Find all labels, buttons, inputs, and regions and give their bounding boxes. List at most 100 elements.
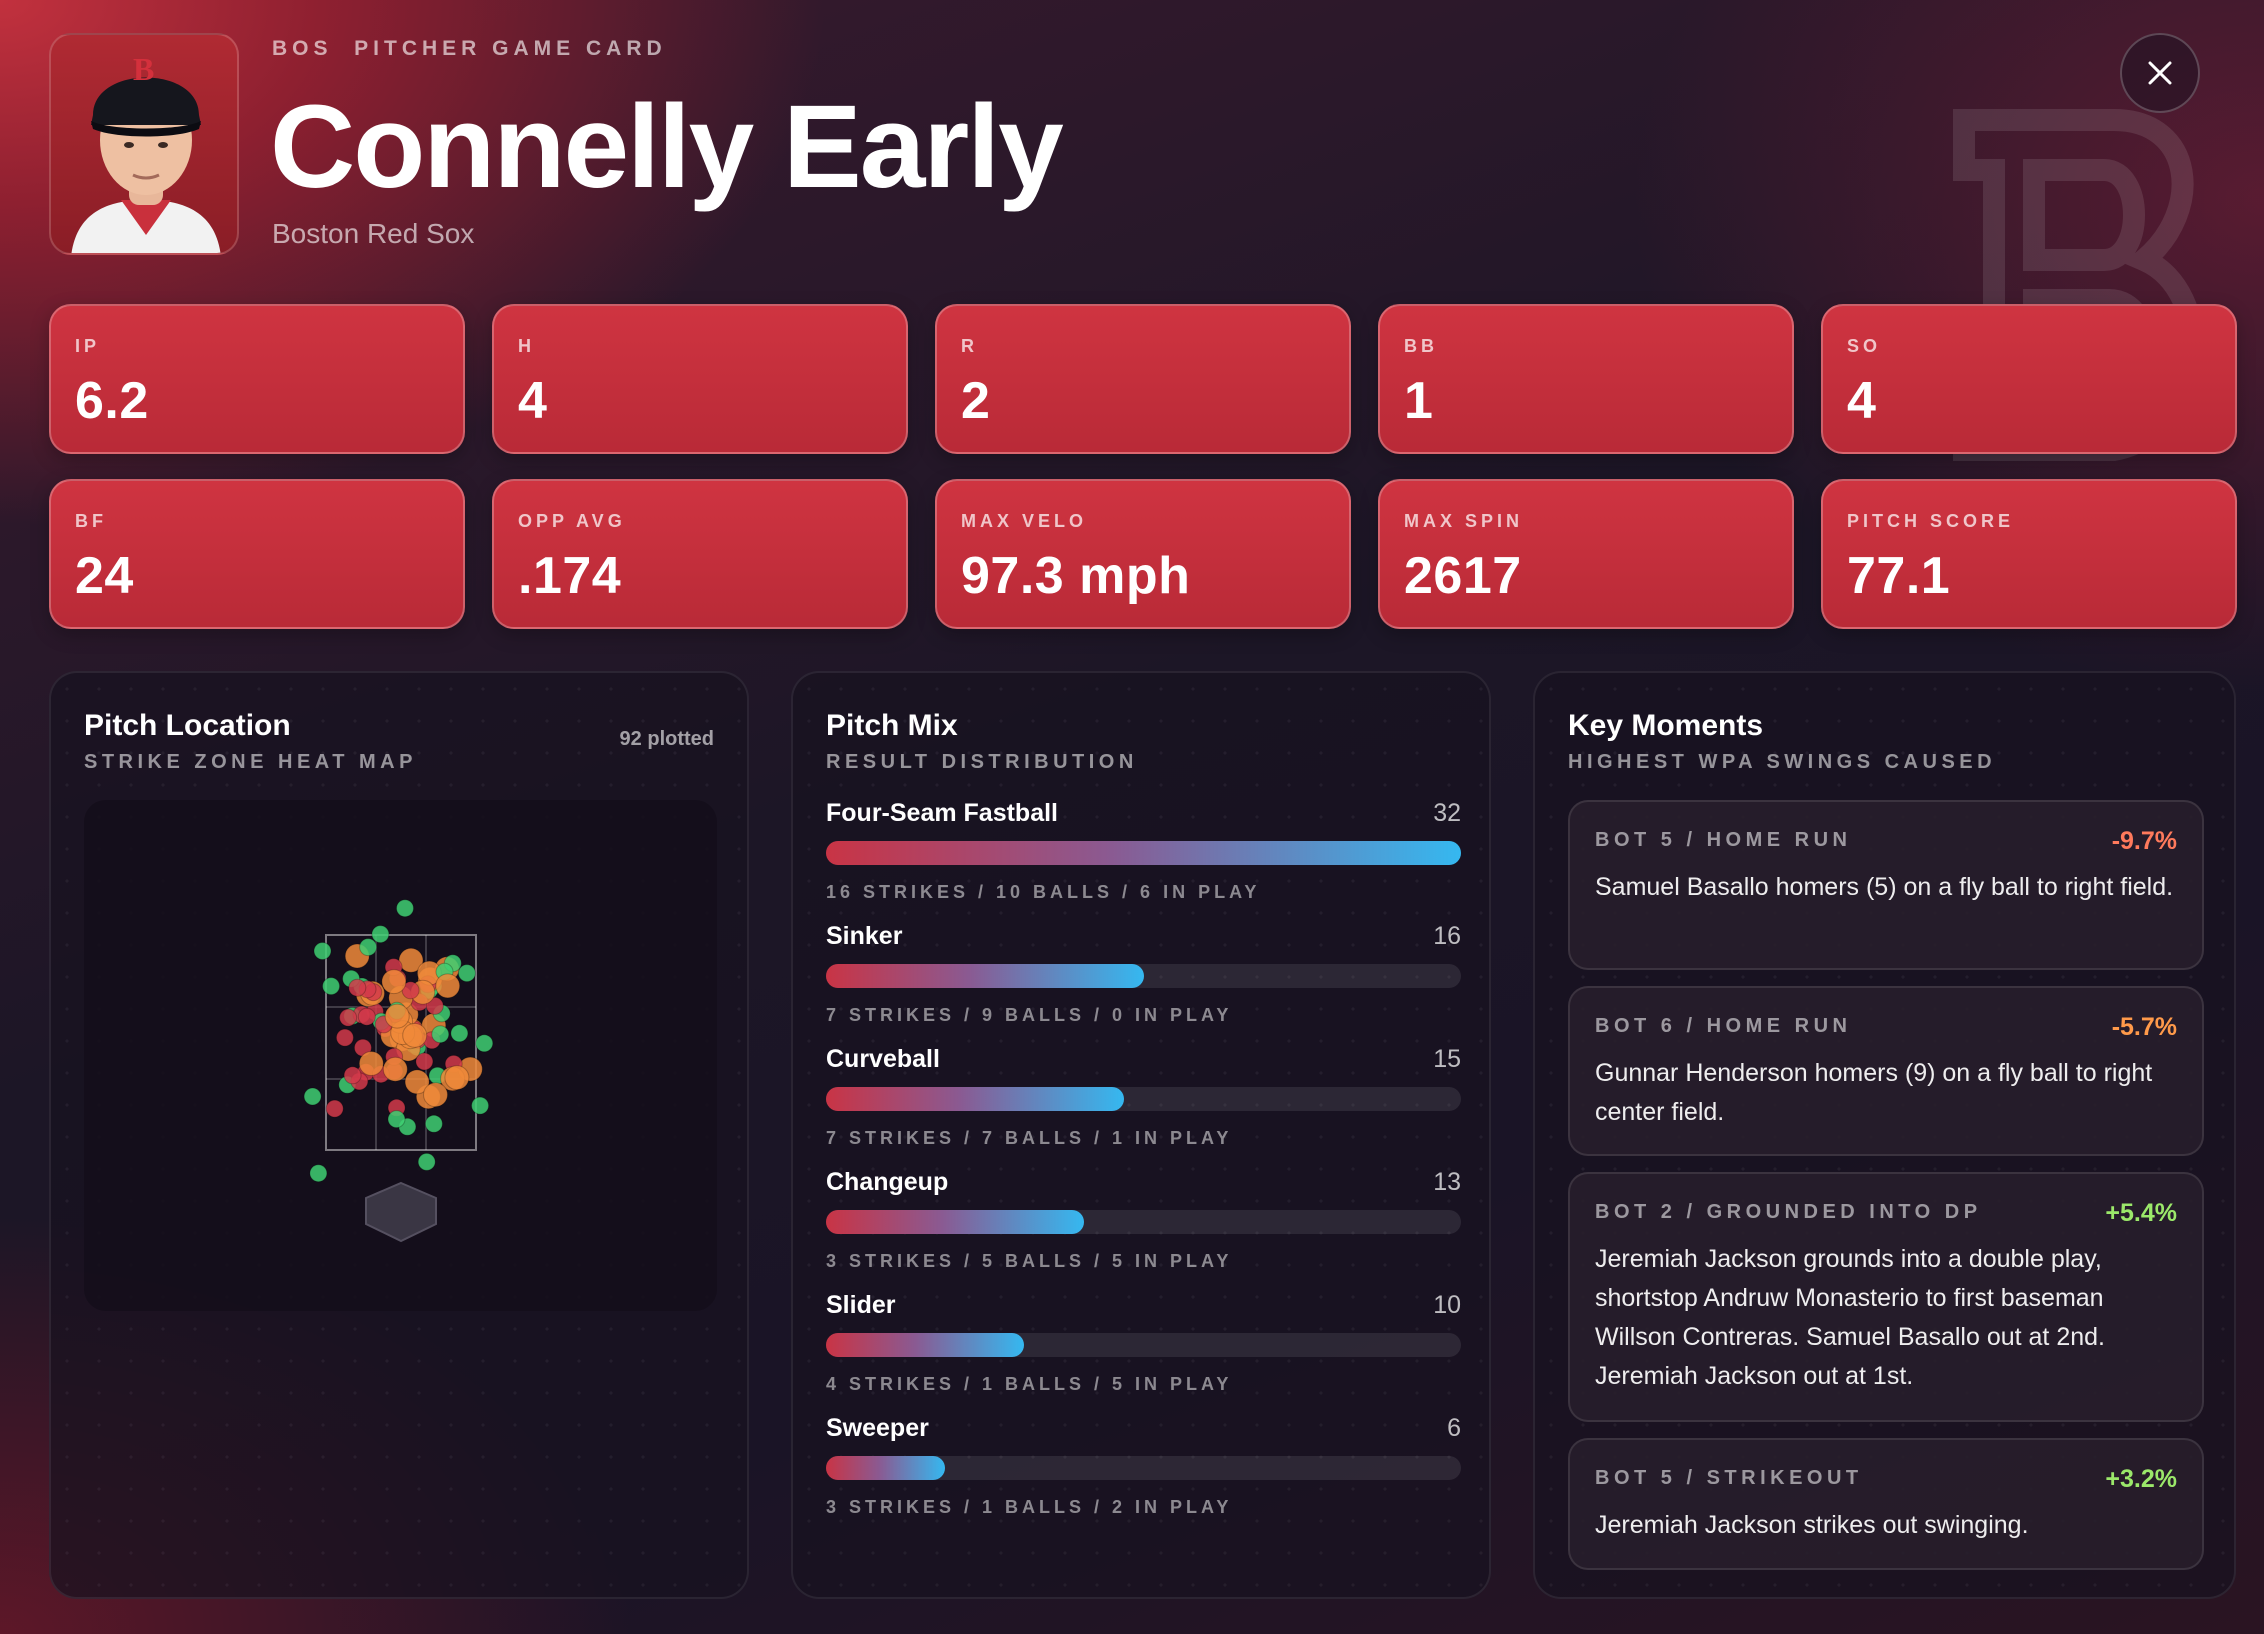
- stat-label: MAX SPIN: [1404, 511, 1524, 531]
- pitch-result-detail: 4 STRIKES / 1 BALLS / 5 IN PLAY: [826, 1374, 1233, 1394]
- close-button[interactable]: [2120, 33, 2200, 113]
- home-plate-icon: [365, 1181, 437, 1243]
- pitch-result-detail: 3 STRIKES / 1 BALLS / 2 IN PLAY: [826, 1497, 1233, 1517]
- pitch-dot: [471, 1096, 490, 1115]
- pitch-dot: [359, 938, 378, 957]
- pitch-dot: [404, 1069, 430, 1095]
- pitch-dots: [303, 899, 494, 1183]
- player-name: Connelly Early: [270, 81, 1064, 213]
- pitch-dot: [423, 1082, 448, 1108]
- moment-wpa: -5.7%: [2111, 1013, 2177, 1041]
- pitch-bar-track: [826, 1087, 1461, 1111]
- pitch-dot: [322, 977, 341, 996]
- pitch-dot: [396, 899, 414, 918]
- stat-value: .174: [518, 547, 622, 605]
- pitch-name: Four-Seam Fastball: [826, 799, 1058, 827]
- pitch-count: 6: [1447, 1414, 1461, 1442]
- pitch-count: 32: [1433, 799, 1461, 827]
- pitch-name: Changeup: [826, 1168, 949, 1196]
- stat-tile-ip: IP 6.2: [49, 304, 465, 454]
- stat-label: IP: [75, 336, 101, 356]
- moment-description: Samuel Basallo homers (5) on a fly ball …: [1595, 873, 2174, 901]
- moment-description: Jeremiah Jackson grounds into a double p…: [1595, 1245, 2105, 1390]
- team-name: Boston Red Sox: [272, 218, 475, 249]
- strike-zone-heat-map: [84, 800, 717, 1311]
- pitch-dot: [303, 1087, 322, 1106]
- pitch-name: Sinker: [826, 922, 903, 950]
- pitch-result-detail: 7 STRIKES / 9 BALLS / 0 IN PLAY: [826, 1005, 1233, 1025]
- pitch-dot: [335, 1028, 354, 1047]
- moment-description: Jeremiah Jackson strikes out swinging.: [1595, 1511, 2029, 1539]
- stat-tile-so: SO 4: [1821, 304, 2237, 454]
- panel-title: Pitch Location: [84, 709, 291, 742]
- stat-tile-bb: BB 1: [1378, 304, 1794, 454]
- stat-label: R: [961, 336, 978, 356]
- stat-value: 24: [75, 547, 134, 605]
- key-moments-panel: Key Moments HIGHEST WPA SWINGS CAUSED BO…: [1533, 671, 2236, 1599]
- pitch-dot: [343, 1066, 362, 1085]
- pitch-dot: [325, 1099, 344, 1118]
- moment-inning-event: BOT 6 / HOME RUN: [1595, 1015, 1852, 1037]
- pitch-dot: [398, 947, 424, 973]
- stat-label: PITCH SCORE: [1847, 511, 2015, 531]
- pitch-dot: [382, 1056, 408, 1082]
- pitch-result-detail: 7 STRIKES / 7 BALLS / 1 IN PLAY: [826, 1128, 1233, 1148]
- stat-label: OPP AVG: [518, 511, 626, 531]
- panel-title: Pitch Mix: [826, 709, 958, 742]
- pitch-count: 13: [1433, 1168, 1461, 1196]
- panel-subtitle: RESULT DISTRIBUTION: [826, 751, 1138, 773]
- pitch-count: 16: [1433, 922, 1461, 950]
- stat-tile-opp-avg: OPP AVG .174: [492, 479, 908, 629]
- panel-title: Key Moments: [1568, 709, 1764, 742]
- pitch-name: Curveball: [826, 1045, 940, 1073]
- moment-description: Gunnar Henderson homers (9) on a fly bal…: [1595, 1059, 2153, 1126]
- pitch-dot: [444, 1065, 470, 1091]
- stat-value: 77.1: [1847, 547, 1951, 605]
- pitch-dot: [384, 1003, 410, 1029]
- stat-label: BF: [75, 511, 107, 531]
- pitch-bar-track: [826, 841, 1461, 865]
- pitch-dot: [387, 1110, 406, 1129]
- stat-value: 6.2: [75, 372, 149, 430]
- pitch-dot: [425, 996, 444, 1015]
- moment-card[interactable]: BOT 5 / HOME RUN -9.7% Samuel Basallo ho…: [1568, 800, 2204, 970]
- moment-card[interactable]: BOT 2 / GROUNDED INTO DP +5.4% Jeremiah …: [1568, 1172, 2204, 1422]
- moment-card[interactable]: BOT 6 / HOME RUN -5.7% Gunnar Henderson …: [1568, 986, 2204, 1156]
- pitch-bar-fill: [826, 964, 1144, 988]
- pitch-bar-track: [826, 1333, 1461, 1357]
- stat-tile-pitch-score: PITCH SCORE 77.1: [1821, 479, 2237, 629]
- stat-tile-bf: BF 24: [49, 479, 465, 629]
- pitch-result-detail: 16 STRIKES / 10 BALLS / 6 IN PLAY: [826, 882, 1261, 902]
- stat-label: H: [518, 336, 535, 356]
- pitch-dot: [339, 1008, 358, 1027]
- moment-inning-event: BOT 5 / HOME RUN: [1595, 829, 1852, 851]
- stat-value: 2617: [1404, 547, 1522, 605]
- pitch-bar-fill: [826, 841, 1461, 865]
- stat-tile-max-velo: MAX VELO 97.3 mph: [935, 479, 1351, 629]
- plotted-count: 92 plotted: [619, 728, 714, 750]
- pitch-bar-fill: [826, 1087, 1124, 1111]
- pitch-dot: [424, 1114, 443, 1133]
- panel-subtitle: HIGHEST WPA SWINGS CAUSED: [1568, 751, 1997, 773]
- pitch-dot: [381, 969, 407, 995]
- pitch-dot: [371, 925, 390, 944]
- pitch-dot: [417, 1152, 436, 1171]
- moment-card[interactable]: BOT 5 / STRIKEOUT +3.2% Jeremiah Jackson…: [1568, 1438, 2204, 1570]
- stat-value: 97.3 mph: [961, 547, 1191, 605]
- stat-value: 1: [1404, 372, 1434, 430]
- pitch-bar-track: [826, 1456, 1461, 1480]
- pitch-dot: [348, 978, 367, 997]
- pitch-bar-fill: [826, 1333, 1025, 1357]
- pitch-dot: [435, 973, 461, 999]
- pitch-bar-track: [826, 1210, 1461, 1234]
- pitch-bar-fill: [826, 1210, 1084, 1234]
- pitch-dot: [358, 1051, 384, 1076]
- moment-wpa: +3.2%: [2105, 1465, 2177, 1493]
- stat-label: SO: [1847, 336, 1882, 356]
- pitch-dot: [415, 1052, 434, 1071]
- panel-subtitle: STRIKE ZONE HEAT MAP: [84, 751, 417, 773]
- stat-value: 2: [961, 372, 991, 430]
- pitch-bar-fill: [826, 1456, 946, 1480]
